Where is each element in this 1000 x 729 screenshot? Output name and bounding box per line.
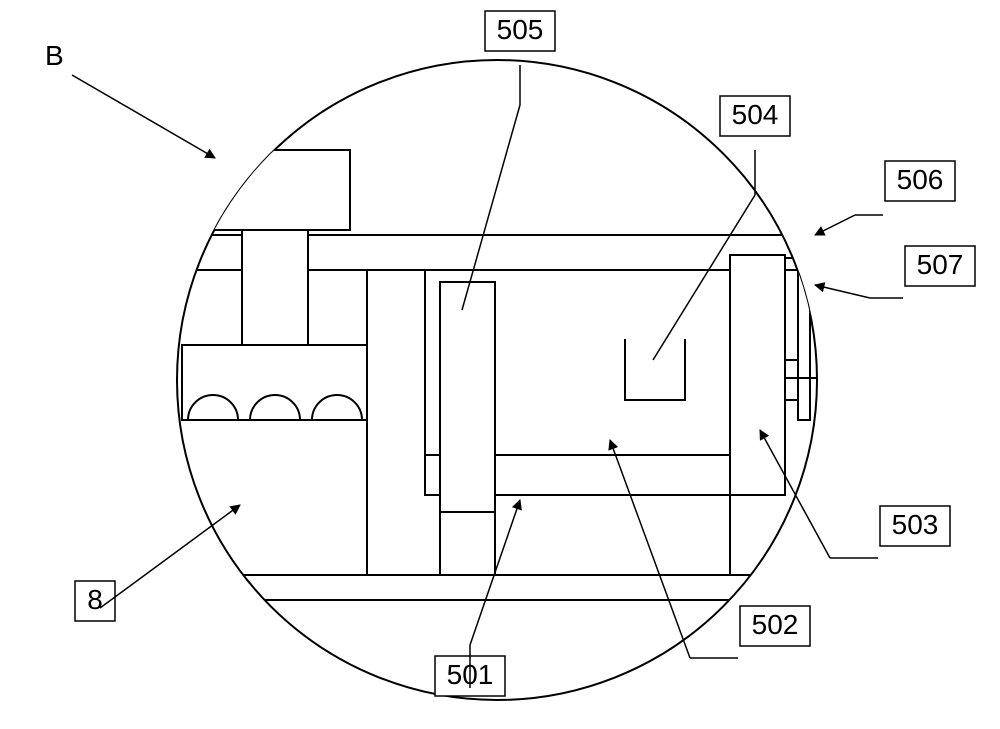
- label-507: 507: [917, 249, 964, 280]
- leader-l8: [100, 505, 240, 608]
- diagram-canvas: B5055045065075035025018: [0, 0, 1000, 729]
- label-B: B: [45, 40, 64, 71]
- leader-l506-2: [815, 215, 855, 235]
- label-503: 503: [892, 509, 939, 540]
- label-505: 505: [497, 14, 544, 45]
- leader-B: [72, 75, 215, 158]
- leader-l507-2: [815, 285, 870, 298]
- label-8: 8: [87, 584, 103, 615]
- label-506: 506: [897, 164, 944, 195]
- clipped-geometry: [172, 63, 860, 600]
- label-502: 502: [752, 609, 799, 640]
- label-504: 504: [732, 99, 779, 130]
